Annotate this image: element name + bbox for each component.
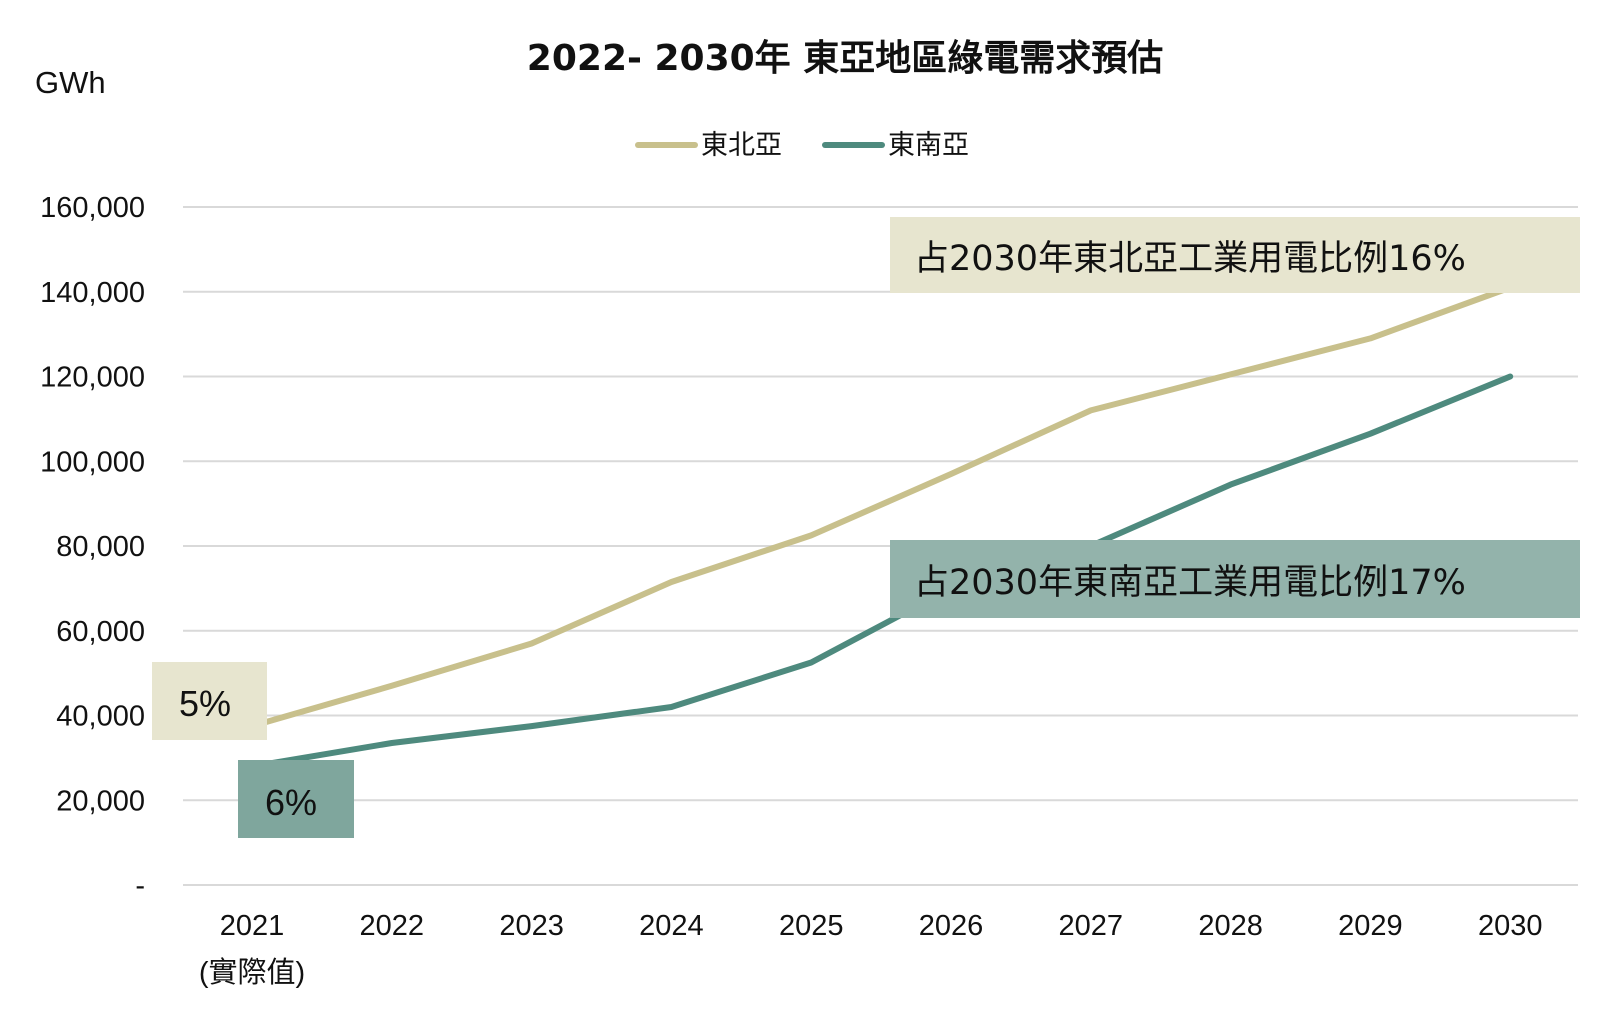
y-axis-unit-label: GWh (35, 65, 106, 100)
y-axis-ticks: - 20,000 40,000 60,000 80,000 100,000 120,000 1… (40, 192, 145, 902)
y-tick-label: 60,000 (56, 616, 145, 648)
annotation-southeast-2021: 6% (238, 760, 354, 838)
annotation-northeast-2030-text: 占2030年東北亞工業用電比例16% (914, 239, 1466, 279)
x-tick-label: 2025 (779, 910, 844, 942)
y-tick-label: 20,000 (56, 785, 145, 817)
annotation-southeast-2030-box (890, 540, 1580, 618)
series-line-northeast-asia (249, 284, 1514, 730)
x-axis-ticks: 2021 (實際值) 2022 2023 2024 2025 2026 2027 2028 202… (199, 910, 1543, 989)
y-tick-label: - (135, 870, 145, 902)
annotation-southeast-2021-box (238, 760, 354, 838)
legend-label-northeast-asia: 東北亞 (701, 130, 782, 161)
annotation-southeast-2030-text: 占2030年東南亞工業用電比例17% (914, 563, 1466, 603)
y-tick-label: 140,000 (40, 277, 145, 309)
series-lines (249, 284, 1514, 770)
annotation-northeast-2021-box (152, 662, 267, 740)
annotation-southeast-2030: 占2030年東南亞工業用電比例17% (890, 540, 1580, 618)
annotation-northeast-2021: 5% (152, 662, 267, 740)
x-tick-label: 2024 (639, 910, 704, 942)
x-tick-label: 2029 (1338, 910, 1403, 942)
x-tick-label: 2028 (1198, 910, 1263, 942)
y-tick-label: 80,000 (56, 531, 145, 563)
y-tick-label: 100,000 (40, 446, 145, 478)
annotation-northeast-2021-text: 5% (179, 683, 231, 724)
annotation-southeast-2021-text: 6% (265, 782, 317, 823)
y-tick-label: 40,000 (56, 701, 145, 733)
x-tick-label: 2026 (919, 910, 984, 942)
x-tick-label: 2022 (360, 910, 425, 942)
annotation-northeast-2030: 占2030年東北亞工業用電比例16% (890, 217, 1580, 293)
chart-title: 2022- 2030年 東亞地區綠電需求預估 (527, 38, 1163, 79)
x-tick-label: 2021 (220, 910, 285, 942)
x-tick-label: 2030 (1478, 910, 1543, 942)
x-tick-label: 2023 (499, 910, 564, 942)
series-line-southeast-asia (249, 373, 1514, 770)
y-tick-label: 120,000 (40, 362, 145, 394)
annotation-northeast-2030-box (890, 217, 1580, 293)
legend-label-southeast-asia: 東南亞 (888, 130, 969, 161)
x-tick-sublabel: (實際值) (199, 956, 305, 989)
y-tick-label: 160,000 (40, 192, 145, 224)
x-tick-label: 2027 (1059, 910, 1124, 942)
legend: 東北亞 東南亞 (635, 130, 969, 161)
